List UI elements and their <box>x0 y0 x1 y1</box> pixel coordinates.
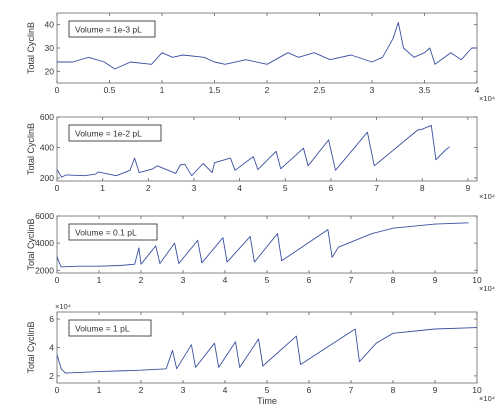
x-tick-label: 2 <box>139 275 144 285</box>
x-tick-label: 5 <box>283 183 288 193</box>
y-tick-label: 400 <box>40 142 54 152</box>
x-tick-label: 1 <box>97 275 102 285</box>
x-tick-label: 10 <box>472 275 482 285</box>
y-tick-label: 600 <box>40 112 54 122</box>
x-tick-label: 3 <box>181 275 186 285</box>
x-tick-label: 2 <box>139 385 144 395</box>
volume-annotation-text: Volume = 0.1 pL <box>75 228 137 238</box>
x-tick-label: 1.5 <box>209 85 221 95</box>
y-tick-label: 2 <box>49 371 54 381</box>
x-tick-label: 1 <box>160 85 165 95</box>
x-tick-label: 4 <box>237 183 242 193</box>
y-axis-label: Total CyclinB <box>26 22 36 74</box>
y-tick-label: 20 <box>45 66 55 76</box>
series-line-1 <box>56 124 450 178</box>
y-tick-label: 200 <box>40 173 54 183</box>
y-axis-label: Total CyclinB <box>26 218 36 270</box>
x-tick-label: 0.5 <box>104 85 116 95</box>
x-tick-label: 7 <box>349 385 354 395</box>
x-tick-label: 3 <box>370 85 375 95</box>
x-tick-label: 4 <box>223 275 228 285</box>
x-tick-label: 8 <box>420 183 425 193</box>
x-tick-label: 3 <box>192 183 197 193</box>
x-tick-label: 9 <box>466 183 471 193</box>
x-tick-label: 6 <box>307 275 312 285</box>
y-tick-label: 4 <box>49 343 54 353</box>
y-axis-label: Total CyclinB <box>26 123 36 175</box>
x-tick-label: 0 <box>55 183 60 193</box>
x-tick-label: 1 <box>97 385 102 395</box>
series-line-1 <box>57 21 477 70</box>
y-tick-label: 30 <box>45 43 55 53</box>
x-tick-label: 5 <box>265 385 270 395</box>
x-tick-label: 8 <box>391 275 396 285</box>
x-tick-label: 2.5 <box>314 85 326 95</box>
chart-panel-2: 0 1 2 3 4 5 6 7 8 9 200 400 600 ×10⁴ Total CyclinB Volu… <box>26 112 495 201</box>
volume-annotation-text: Volume = 1e-2 pL <box>75 129 142 139</box>
x-tick-label: 2 <box>265 85 270 95</box>
x-exponent-label: ×10⁴ <box>479 94 495 103</box>
x-exponent-label: ×10⁴ <box>479 284 495 293</box>
volume-annotation-text: Volume = 1 pL <box>75 324 130 334</box>
volume-annotation-box <box>68 319 152 337</box>
chart-panel-3: 0 1 2 3 4 5 6 7 8 9 10 2000 4000 6000 ×10⁴ Total Cyclin… <box>26 211 495 293</box>
y-tick-label: 6000 <box>35 211 54 221</box>
axes-frame <box>56 116 478 182</box>
volume-annotation-box <box>68 20 156 38</box>
chart-panel-1: 0 0.5 1 1.5 2 2.5 3 3.5 4 20 30 40 ×10⁴ Total CyclinB… <box>26 12 495 103</box>
volume-annotation-box <box>68 124 162 142</box>
x-tick-label: 10 <box>472 385 482 395</box>
y-tick-label: 40 <box>45 20 55 30</box>
y-tick-label: 4000 <box>35 238 54 248</box>
x-tick-label: 0 <box>55 85 60 95</box>
x-tick-label: 2 <box>146 183 151 193</box>
x-tick-label: 0 <box>55 385 60 395</box>
x-tick-label: 4 <box>475 85 480 95</box>
x-tick-label: 6 <box>329 183 334 193</box>
x-tick-label: 9 <box>433 385 438 395</box>
x-tick-label: 9 <box>433 275 438 285</box>
x-exponent-label: ×10⁴ <box>479 192 495 201</box>
volume-annotation-text: Volume = 1e-3 pL <box>75 25 142 35</box>
x-tick-label: 4 <box>223 385 228 395</box>
x-tick-label: 7 <box>374 183 379 193</box>
y-exponent-label: ×10⁴ <box>55 302 71 311</box>
x-exponent-label: ×10⁴ <box>479 394 495 403</box>
x-tick-label: 5 <box>265 275 270 285</box>
y-tick-label: 6 <box>49 314 54 324</box>
x-tick-label: 6 <box>307 385 312 395</box>
volume-annotation-box <box>68 223 158 241</box>
y-tick-label: 2000 <box>35 265 54 275</box>
y-axis-label: Total CyclinB <box>26 321 36 373</box>
x-tick-label: 8 <box>391 385 396 395</box>
x-tick-label: 3 <box>181 385 186 395</box>
x-tick-label: 3.5 <box>419 85 431 95</box>
x-tick-label: 0 <box>55 275 60 285</box>
x-axis-label: Time <box>257 396 277 406</box>
x-tick-label: 7 <box>349 275 354 285</box>
series-line-1 <box>56 222 469 268</box>
series-line-1 <box>56 327 478 374</box>
x-tick-label: 1 <box>100 183 105 193</box>
